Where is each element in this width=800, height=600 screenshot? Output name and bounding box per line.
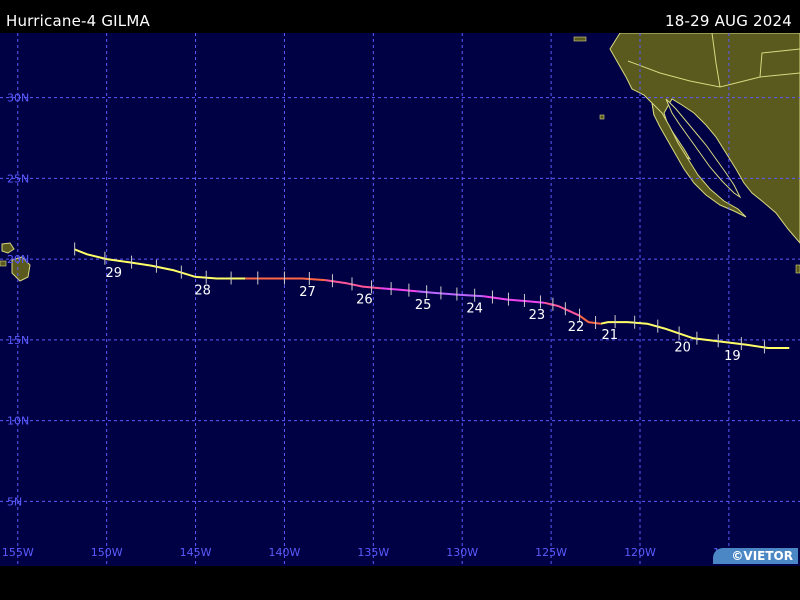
day-label: 21 (602, 328, 619, 343)
track-segment-h2 (543, 301, 581, 317)
day-label: 22 (568, 320, 585, 335)
island (573, 36, 587, 42)
lon-label: 155W (2, 546, 34, 559)
island-big-island (11, 256, 31, 282)
lat-label: 25N (7, 172, 29, 185)
day-labels: 19 20 21 22 23 24 25 26 27 28 29 (106, 266, 741, 364)
track-segment-ts (74, 248, 246, 280)
land-north-america (573, 33, 800, 274)
land-mainland (609, 33, 800, 244)
day-label: 26 (356, 293, 373, 308)
lat-label: 15N (7, 334, 29, 347)
track-map: 19 20 21 22 23 24 25 26 27 28 29 30N 25N 20N 15N 10N 5N… (0, 33, 800, 566)
lon-label: 140W (269, 546, 301, 559)
day-label: 28 (194, 283, 211, 298)
lon-label: 145W (180, 546, 212, 559)
day-label: 19 (724, 349, 741, 364)
island-hawaii (1, 242, 15, 254)
track-segment-h1 (245, 277, 326, 282)
land-baja-peninsula (651, 101, 747, 218)
island (599, 114, 605, 120)
lon-label: 135W (357, 546, 389, 559)
date-range: 18-29 AUG 2024 (665, 12, 792, 30)
state-line (711, 33, 721, 88)
lat-label: 30N (7, 92, 29, 105)
lon-label: 120W (624, 546, 656, 559)
land-hawaii (0, 242, 31, 282)
lon-label: 130W (446, 546, 478, 559)
storm-title: Hurricane-4 GILMA (6, 12, 150, 30)
day-label: 29 (106, 266, 123, 281)
lat-label: 10N (7, 415, 29, 428)
ocean (0, 33, 800, 566)
gulf-of-california (665, 98, 742, 199)
lat-lon-grid (0, 33, 800, 566)
island (0, 260, 7, 267)
track-segment-h1 (579, 314, 602, 325)
day-label: 27 (299, 285, 316, 300)
state-line-east (759, 48, 800, 78)
track-segment-h3 (380, 287, 418, 293)
lat-label: 5N (7, 495, 22, 508)
lon-label: 150W (91, 546, 123, 559)
track-segment-h3 (483, 295, 545, 304)
day-label: 25 (415, 298, 432, 313)
lat-label: 20N (7, 253, 29, 266)
day-label: 24 (466, 302, 483, 317)
us-mexico-border (627, 60, 800, 88)
axis-labels: 30N 25N 20N 15N 10N 5N 155W 150W 145W 140W 135W 130… (2, 92, 745, 559)
island (795, 264, 800, 274)
day-label: 20 (674, 341, 691, 356)
track-tick-marks (74, 242, 765, 354)
lon-label: 125W (535, 546, 567, 559)
credit-badge: ©VIETOR (713, 548, 798, 564)
day-label: 23 (529, 308, 546, 323)
